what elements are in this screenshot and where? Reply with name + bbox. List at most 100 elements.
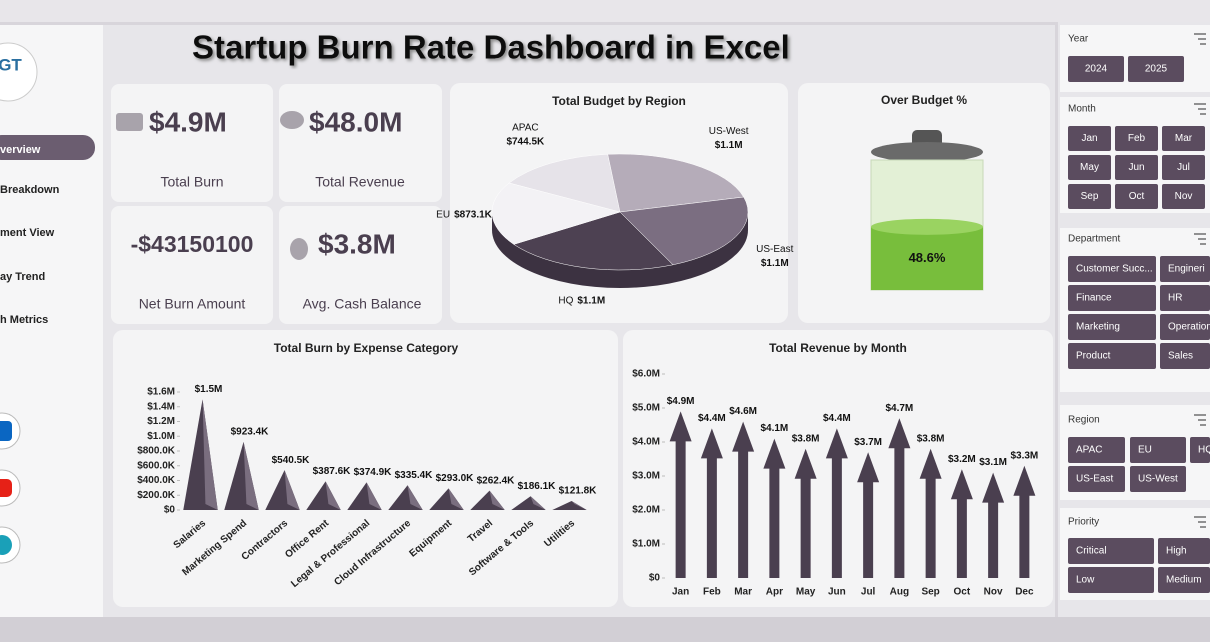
logo [0,42,38,102]
chart-title: Total Burn by Expense Category [274,341,459,355]
bar-shade [571,501,587,510]
data-label: $4.9M [667,396,695,407]
slicer-button-label: Nov [1175,191,1193,202]
slicer-button[interactable] [1162,155,1205,180]
slicer-button[interactable] [1068,437,1125,463]
slicer-button[interactable] [1160,256,1210,282]
slicer-filter-icon[interactable] [1194,414,1206,426]
y-tick-label: $0 [649,573,661,584]
slicer-button[interactable] [1068,56,1124,82]
data-label: $4.4M [823,413,851,424]
data-label: $540.5K [272,455,311,466]
nav-item[interactable]: ment View [0,227,55,239]
slicer-button-label: Critical [1076,546,1107,557]
bar [763,438,786,578]
kpi-card [111,206,273,324]
slicer-button-label: May [1080,162,1099,173]
data-label: $1.5M [195,384,223,395]
nav-item[interactable]: ay Trend [0,271,45,283]
slicer-button-label: 2025 [1145,64,1168,75]
nav-item[interactable]: h Metrics [0,314,48,326]
y-tick-label: $1.4M [147,401,175,412]
slicer-button-label: Oct [1129,191,1145,202]
slicer-button[interactable] [1162,184,1205,209]
slicer-button[interactable] [1068,285,1156,311]
x-tick-label: Sep [921,587,939,598]
y-tick-label: $0 [164,505,176,516]
slicer-button[interactable] [1158,567,1210,593]
slicer-button[interactable] [1115,126,1158,151]
pie-label: US-East [756,244,793,255]
slicer-button-label: Jan [1081,133,1097,144]
slicer-button-label: APAC [1076,445,1103,456]
slicer-button[interactable] [1068,184,1111,209]
slicer-button-label: EU [1138,445,1152,456]
kpi-label: Total Burn [160,174,223,190]
slicer-button[interactable] [1162,126,1205,151]
kpi-card [111,84,273,202]
logo-text: GT [0,55,22,74]
slicer-button[interactable] [1115,155,1158,180]
bar [700,428,723,578]
data-label: $4.7M [885,403,913,414]
slicer-button[interactable] [1068,155,1111,180]
slicer-filter-icon[interactable] [1194,516,1206,528]
slicer-filter-icon[interactable] [1194,103,1206,115]
slicer-filter-icon[interactable] [1194,33,1206,45]
nav-item[interactable]: verview [0,144,41,156]
slicer-button[interactable] [1068,314,1156,340]
slicer-button[interactable] [1130,437,1186,463]
dashboard-title: Startup Burn Rate Dashboard in Excel [192,29,790,66]
web-logo [0,535,12,555]
pie-value: $1.1M [577,296,605,307]
pie-value: $1.1M [761,258,789,269]
slicer-button[interactable] [1068,256,1156,282]
slicer-button[interactable] [1068,126,1111,151]
slicer-button-label: US-West [1138,474,1178,485]
data-label: $374.9K [354,467,393,478]
slicer-button-label: US-East [1076,474,1113,485]
slicer-button[interactable] [1128,56,1184,82]
slicer-button[interactable] [1130,466,1186,492]
slicer-button[interactable] [1068,343,1156,369]
slicer-button[interactable] [1068,567,1154,593]
slicer-button[interactable] [1160,343,1210,369]
slicer-button[interactable] [1190,437,1210,463]
nav-item[interactable]: Breakdown [0,184,60,196]
kpi-card [279,206,442,324]
linkedin-logo [0,421,12,441]
youtube-logo [0,479,12,497]
slicer-title: Region [1068,415,1100,426]
slicer-title: Priority [1068,517,1099,528]
slicer-button[interactable] [1068,538,1154,564]
slicer-filter-icon[interactable] [1194,233,1206,245]
data-label: $335.4K [395,470,434,481]
pie-value: $873.1K [454,209,493,220]
slicer-button[interactable] [1160,314,1210,340]
pie-label: APAC [512,122,539,133]
y-tick-label: $5.0M [632,403,660,414]
bar [669,411,692,578]
data-label: $4.4M [698,413,726,424]
top-bar [0,0,1210,22]
data-label: $923.4K [231,427,270,438]
slicer-button[interactable] [1115,184,1158,209]
pie-slice [619,196,749,266]
x-tick-label: Nov [984,587,1003,598]
bar [511,496,546,510]
nav-active[interactable] [0,135,95,160]
y-tick-label: $400.0K [137,475,176,486]
kpi-label: Avg. Cash Balance [303,296,422,312]
slicer-button-label: Mar [1175,133,1193,144]
data-label: $4.6M [729,406,757,417]
kpi-value: $3.8M [318,228,396,259]
pie-label: HQ [558,296,573,307]
slicer-button-label: Operation [1168,322,1210,333]
slicer-button-label: Medium [1166,575,1202,586]
pie-value: $744.5K [506,136,545,147]
slicer-button[interactable] [1158,538,1210,564]
kpi-value: -$43150100 [131,231,254,257]
slicer-button[interactable] [1160,285,1210,311]
slicer-button[interactable] [1068,466,1125,492]
bar-shade [448,488,464,510]
